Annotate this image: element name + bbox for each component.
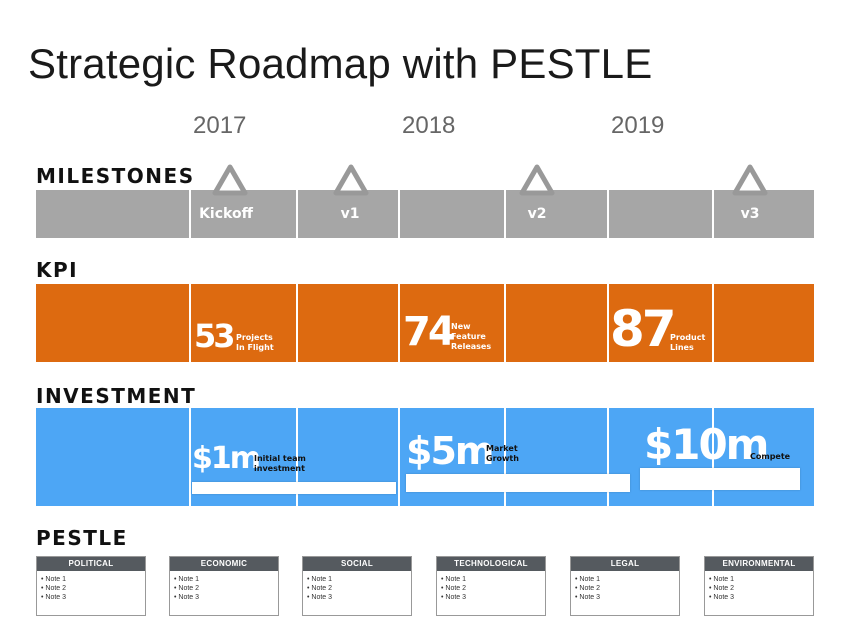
pestle-card-legal: LEGAL • Note 1 • Note 2 • Note 3 <box>570 556 680 616</box>
pestle-notes: • Note 1 • Note 2 • Note 3 <box>303 575 411 602</box>
pestle-card-economic: ECONOMIC • Note 1 • Note 2 • Note 3 <box>169 556 279 616</box>
divider <box>712 284 714 362</box>
divider <box>296 284 298 362</box>
list-item: • Note 2 <box>575 585 601 592</box>
list-item: • Note 2 <box>41 585 67 592</box>
divider <box>607 284 609 362</box>
kpi-description: New Feature Releases <box>451 322 492 351</box>
list-item: • Note 3 <box>41 594 67 601</box>
divider <box>504 190 506 238</box>
pestle-notes: • Note 1 • Note 2 • Note 3 <box>437 575 545 602</box>
investment-description: Market Growth <box>486 444 519 463</box>
kpi-value: 87 <box>610 300 677 358</box>
kpi-value: 74 <box>403 309 456 355</box>
pestle-notes: • Note 1 • Note 2 • Note 3 <box>571 575 679 602</box>
pestle-card-technological: TECHNOLOGICAL • Note 1 • Note 2 • Note 3 <box>436 556 546 616</box>
divider <box>296 190 298 238</box>
pestle-card-social: SOCIAL • Note 1 • Note 2 • Note 3 <box>302 556 412 616</box>
divider <box>712 408 714 506</box>
pestle-card-political: POLITICAL • Note 1 • Note 2 • Note 3 <box>36 556 146 616</box>
list-item: • Note 1 <box>709 576 735 583</box>
year-2017: 2017 <box>193 112 247 139</box>
pestle-card-environmental: ENVIRONMENTAL • Note 1 • Note 2 • Note 3 <box>704 556 814 616</box>
pestle-card-header: POLITICAL <box>37 557 145 571</box>
investment-description: Compete <box>750 452 791 461</box>
investment-bar <box>640 468 800 490</box>
kpi-description: Projects In Flight <box>236 333 274 352</box>
kpi-band: 53 Projects In Flight 74 New Feature Releas… <box>36 284 814 362</box>
list-item: • Note 1 <box>307 576 333 583</box>
pestle-notes: • Note 1 • Note 2 • Note 3 <box>705 575 813 602</box>
year-2018: 2018 <box>402 112 456 139</box>
pestle-card-header: ECONOMIC <box>170 557 278 571</box>
divider <box>504 408 506 506</box>
list-item: • Note 1 <box>41 576 67 583</box>
pestle-card-header: ENVIRONMENTAL <box>705 557 813 571</box>
pestle-heading: PESTLE <box>36 526 128 550</box>
page-title: Strategic Roadmap with PESTLE <box>28 40 653 87</box>
year-2019: 2019 <box>611 112 665 139</box>
investment-heading: INVESTMENT <box>36 384 197 408</box>
list-item: • Note 3 <box>174 594 200 601</box>
divider <box>189 284 191 362</box>
milestone-label-v2: v2 <box>527 206 547 222</box>
list-item: • Note 2 <box>709 585 735 592</box>
investment-value: $10m <box>644 420 769 469</box>
investment-band: $1m Initial team investment $5m Market Gro… <box>36 408 814 506</box>
divider <box>398 190 400 238</box>
list-item: • Note 2 <box>174 585 200 592</box>
divider <box>712 190 714 238</box>
investment-value: $5m <box>406 429 494 473</box>
milestones-heading: MILESTONES <box>36 164 195 188</box>
pestle-card-header: TECHNOLOGICAL <box>437 557 545 571</box>
kpi-value: 53 <box>194 317 235 355</box>
divider <box>504 284 506 362</box>
kpi-description: Product Lines <box>670 333 706 352</box>
list-item: • Note 3 <box>441 594 467 601</box>
divider <box>398 408 400 506</box>
list-item: • Note 2 <box>307 585 333 592</box>
milestone-label-kickoff: Kickoff <box>199 206 253 222</box>
pestle-notes: • Note 1 • Note 2 • Note 3 <box>37 575 145 602</box>
investment-description: Initial team investment <box>254 454 306 473</box>
investment-value: $1m <box>192 441 261 476</box>
list-item: • Note 2 <box>441 585 467 592</box>
divider <box>189 408 191 506</box>
divider <box>607 408 609 506</box>
pestle-notes: • Note 1 • Note 2 • Note 3 <box>170 575 278 602</box>
investment-bar <box>192 482 396 494</box>
list-item: • Note 1 <box>575 576 601 583</box>
pestle-card-header: LEGAL <box>571 557 679 571</box>
divider <box>398 284 400 362</box>
list-item: • Note 3 <box>709 594 735 601</box>
milestone-label-v1: v1 <box>340 206 360 222</box>
divider <box>607 190 609 238</box>
list-item: • Note 1 <box>174 576 200 583</box>
list-item: • Note 1 <box>441 576 467 583</box>
investment-bar <box>406 474 630 492</box>
milestones-band: Kickoff v1 v2 v3 <box>36 164 814 238</box>
pestle-card-header: SOCIAL <box>303 557 411 571</box>
milestone-label-v3: v3 <box>740 206 760 222</box>
kpi-heading: KPI <box>36 258 79 282</box>
divider <box>296 408 298 506</box>
list-item: • Note 3 <box>307 594 333 601</box>
list-item: • Note 3 <box>575 594 601 601</box>
divider <box>189 190 191 238</box>
